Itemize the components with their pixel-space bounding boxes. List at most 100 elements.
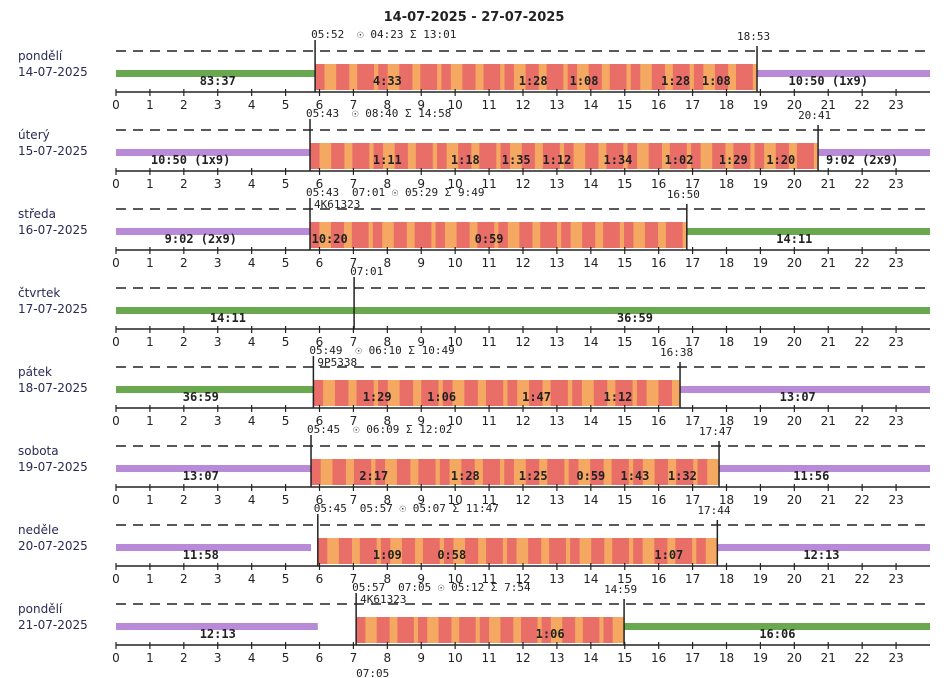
hour-tick-label: 23	[888, 572, 903, 586]
driving-segment	[754, 143, 765, 169]
rest-bar	[116, 386, 314, 393]
hour-tick-label: 12	[515, 572, 530, 586]
driving-segment	[332, 459, 346, 485]
day-weekday-label: úterý	[18, 128, 50, 142]
driving-segment	[359, 538, 377, 564]
hour-tick-label: 18	[719, 177, 734, 191]
hour-tick-label: 15	[617, 493, 632, 507]
day-weekday-label: středa	[18, 207, 56, 221]
hour-tick-label: 4	[248, 493, 256, 507]
hour-tick-label: 12	[515, 335, 530, 349]
shift-start-time: 05:43	[306, 186, 339, 199]
driving-segment	[500, 143, 511, 169]
hour-tick-label: 2	[180, 177, 188, 191]
hour-tick-label: 14	[583, 177, 598, 191]
hour-tick-label: 10	[448, 493, 463, 507]
hour-tick-label: 17	[685, 335, 700, 349]
duration-label: 1:06	[536, 627, 565, 641]
hour-tick-label: 14	[583, 572, 598, 586]
hour-tick-label: 1	[146, 335, 154, 349]
duration-label: 1:29	[363, 390, 392, 404]
hour-tick-label: 19	[753, 98, 768, 112]
rest-bar	[116, 623, 318, 630]
duration-label: 1:35	[502, 153, 531, 167]
driving-segment	[654, 538, 668, 564]
duration-label: 11:56	[793, 469, 829, 483]
driving-segment	[397, 617, 414, 643]
hour-tick-label: 16	[651, 98, 666, 112]
hour-tick-label: 8	[384, 335, 392, 349]
hour-tick-label: 10	[448, 335, 463, 349]
driving-segment	[483, 64, 501, 90]
duration-label: 1:20	[766, 153, 795, 167]
day-weekday-label: čtvrtek	[18, 286, 60, 300]
driving-segment	[651, 64, 665, 90]
driving-segment	[612, 538, 630, 564]
driving-segment	[396, 459, 411, 485]
hour-tick-label: 6	[316, 414, 324, 428]
hour-tick-label: 21	[821, 414, 836, 428]
duration-label: 1:09	[373, 548, 402, 562]
hour-tick-label: 1	[146, 256, 154, 270]
driving-segment	[675, 538, 693, 564]
driving-segment	[733, 143, 751, 169]
duration-label: 1:12	[542, 153, 571, 167]
hour-tick-label: 13	[549, 572, 564, 586]
hour-tick-label: 16	[651, 414, 666, 428]
duration-label: 9:02 (2x9)	[826, 153, 898, 167]
driving-segment	[351, 222, 369, 248]
driving-segment	[606, 143, 624, 169]
driving-segment	[672, 64, 690, 90]
duration-label: 14:11	[776, 232, 812, 246]
driving-segment	[611, 459, 629, 485]
hour-tick-label: 14	[583, 414, 598, 428]
hour-tick-label: 14	[583, 256, 598, 270]
hour-tick-label: 5	[282, 572, 290, 586]
duration-label: 0:59	[576, 469, 605, 483]
hour-tick-label: 18	[719, 256, 734, 270]
driving-segment	[443, 538, 454, 564]
rest-bar	[116, 228, 311, 235]
hour-tick-label: 15	[617, 256, 632, 270]
hour-tick-label: 23	[888, 651, 903, 665]
hour-tick-label: 12	[515, 651, 530, 665]
hour-tick-label: 4	[248, 651, 256, 665]
driving-segment	[393, 222, 407, 248]
duration-label: 36:59	[617, 311, 653, 325]
hour-tick-label: 22	[855, 651, 870, 665]
driving-segment	[415, 143, 433, 169]
hour-tick-label: 15	[617, 651, 632, 665]
hour-tick-label: 22	[855, 414, 870, 428]
hour-tick-label: 15	[617, 335, 632, 349]
report-title: 14-07-2025 - 27-07-2025	[383, 10, 565, 25]
hour-tick-label: 2	[180, 414, 188, 428]
hour-tick-label: 5	[282, 493, 290, 507]
hour-tick-label: 8	[384, 256, 392, 270]
hour-tick-label: 2	[180, 256, 188, 270]
driving-segment	[485, 380, 504, 406]
hour-tick-label: 3	[214, 177, 222, 191]
hour-tick-label: 4	[248, 572, 256, 586]
duration-label: 0:58	[437, 548, 466, 562]
driving-segment	[338, 538, 352, 564]
hour-tick-label: 0	[112, 414, 120, 428]
duration-label: 1:25	[519, 469, 548, 483]
bottom-time-label: 07:05	[356, 667, 389, 678]
shift-start-time: 05:52	[311, 28, 344, 41]
hour-tick-label: 6	[316, 98, 324, 112]
driving-segment	[376, 617, 390, 643]
driving-segment	[525, 64, 539, 90]
driving-segment	[422, 538, 440, 564]
day-date-label: 18-07-2025	[18, 381, 88, 395]
hour-tick-label: 20	[787, 177, 802, 191]
driving-segment	[572, 380, 582, 406]
hour-tick-label: 8	[384, 572, 392, 586]
hour-tick-label: 18	[719, 651, 734, 665]
hour-tick-label: 0	[112, 98, 120, 112]
driving-segment	[357, 64, 375, 90]
driving-segment	[336, 64, 350, 90]
driving-segment	[442, 380, 453, 406]
hour-tick-label: 16	[651, 493, 666, 507]
rest-bar	[116, 70, 316, 77]
hour-tick-label: 0	[112, 651, 120, 665]
